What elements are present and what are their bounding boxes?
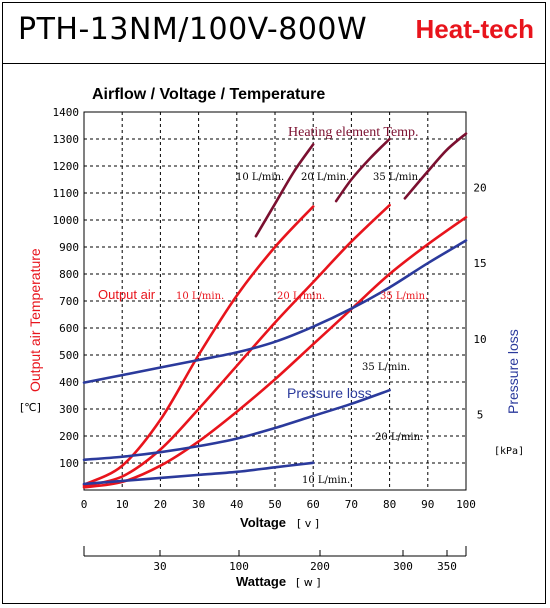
output-air-label: Output air bbox=[98, 287, 156, 302]
y-left-tick-label: 1400 bbox=[53, 106, 80, 119]
wattage-axis: 30 100 200 300 350 Wattage [ w ] bbox=[83, 546, 467, 589]
output-20-label: 20 L/min. bbox=[277, 291, 325, 302]
pressure-35-label: 35 L/min. bbox=[362, 362, 410, 373]
y-right-tick-label: 20 bbox=[473, 182, 486, 195]
heating-title-label: Heating element Temp. bbox=[288, 125, 419, 140]
y-left-tick-label: 500 bbox=[59, 349, 79, 362]
annotations: Heating element Temp. 10 L/min. 20 L/min… bbox=[98, 125, 428, 486]
x-tick-label: 50 bbox=[268, 498, 281, 511]
x-axis-label: Voltage bbox=[240, 515, 286, 530]
y-left-tick-label: 1200 bbox=[53, 160, 80, 173]
x-tick-label: 100 bbox=[456, 498, 476, 511]
series-output-air-20-l-min bbox=[82, 203, 391, 488]
x-tick-label: 20 bbox=[154, 498, 167, 511]
x-axis-unit: [ v ] bbox=[297, 517, 319, 530]
output-35-label: 35 L/min. bbox=[380, 291, 428, 302]
y-right-axis-label: Pressure loss bbox=[505, 329, 521, 414]
series-output-air-35-l-min bbox=[82, 216, 468, 489]
series-pressure-loss-35-l-min bbox=[82, 239, 468, 384]
x-tick-label: 40 bbox=[230, 498, 243, 511]
pressure-10-label: 10 L/min. bbox=[302, 475, 350, 486]
wattage-tick-label: 350 bbox=[437, 560, 457, 573]
heating-35-label: 35 L/min. bbox=[373, 172, 421, 183]
pressure-20-label: 20 L/min. bbox=[375, 432, 423, 443]
heating-20-label: 20 L/min. bbox=[301, 172, 349, 183]
model-title: PTH-13NM/100V-800W bbox=[18, 12, 368, 47]
wattage-tick-label: 300 bbox=[393, 560, 413, 573]
y-left-tick-label: 400 bbox=[59, 376, 79, 389]
y-left-tick-label: 900 bbox=[59, 241, 79, 254]
right-tick-labels: 5 10 15 20 bbox=[473, 182, 486, 422]
wattage-tick-label: 30 bbox=[153, 560, 166, 573]
series-pressure-loss-20-l-min bbox=[82, 388, 391, 462]
series-output-air-10-l-min bbox=[82, 205, 315, 486]
brand-logo: Heat-tech bbox=[415, 14, 534, 44]
y-right-axis-unit: [kPa] bbox=[494, 446, 524, 457]
series-heating-element-temp-10-l-min bbox=[254, 143, 315, 238]
plot-border bbox=[83, 111, 467, 491]
pressure-title-label: Pressure loss bbox=[287, 385, 372, 401]
header-bar: PTH-13NM/100V-800W Heat-tech bbox=[2, 2, 546, 64]
wattage-tick-label: 100 bbox=[229, 560, 249, 573]
axes bbox=[83, 111, 467, 491]
x-tick-labels: 0 10 20 30 40 50 60 70 80 90 100 bbox=[81, 498, 476, 511]
wattage-axis-label: Wattage bbox=[236, 574, 286, 589]
y-left-tick-label: 100 bbox=[59, 457, 79, 470]
x-tick-label: 80 bbox=[383, 498, 396, 511]
x-tick-label: 30 bbox=[192, 498, 205, 511]
y-left-tick-label: 600 bbox=[59, 322, 79, 335]
x-tick-label: 0 bbox=[81, 498, 88, 511]
chart-frame bbox=[2, 2, 546, 604]
series-pressure-loss-10-l-min bbox=[82, 461, 315, 486]
left-tick-labels: 100 200 300 400 500 600 700 800 900 1000 1100 1200 1… bbox=[53, 106, 80, 470]
y-left-tick-label: 1000 bbox=[53, 214, 80, 227]
heating-10-label: 10 L/min. bbox=[236, 172, 284, 183]
wattage-tick-label: 200 bbox=[310, 560, 330, 573]
y-left-tick-label: 200 bbox=[59, 430, 79, 443]
grid-lines bbox=[84, 112, 466, 490]
y-left-tick-label: 700 bbox=[59, 295, 79, 308]
y-right-tick-label: 10 bbox=[473, 333, 486, 346]
y-left-tick-label: 1100 bbox=[53, 187, 80, 200]
y-left-tick-label: 300 bbox=[59, 403, 79, 416]
y-left-axis-label: Output air Temperature bbox=[27, 248, 43, 392]
series-heating-element-temp-35-l-min bbox=[403, 132, 468, 200]
output-10-label: 10 L/min. bbox=[176, 291, 224, 302]
x-tick-label: 90 bbox=[421, 498, 434, 511]
x-tick-label: 10 bbox=[116, 498, 129, 511]
x-tick-label: 70 bbox=[345, 498, 358, 511]
chart-title: Airflow / Voltage / Temperature bbox=[92, 86, 325, 103]
y-left-tick-label: 800 bbox=[59, 268, 79, 281]
y-left-tick-label: 1300 bbox=[53, 133, 80, 146]
x-tick-label: 60 bbox=[307, 498, 320, 511]
series-lines bbox=[82, 132, 468, 489]
y-right-tick-label: 15 bbox=[473, 257, 486, 270]
series-heating-element-temp-20-l-min bbox=[334, 137, 391, 203]
y-right-tick-label: 5 bbox=[477, 408, 484, 421]
y-left-axis-unit: [℃] bbox=[20, 401, 41, 414]
wattage-tick-labels: 30 100 200 300 350 bbox=[153, 550, 457, 573]
wattage-axis-unit: [ w ] bbox=[296, 576, 321, 589]
